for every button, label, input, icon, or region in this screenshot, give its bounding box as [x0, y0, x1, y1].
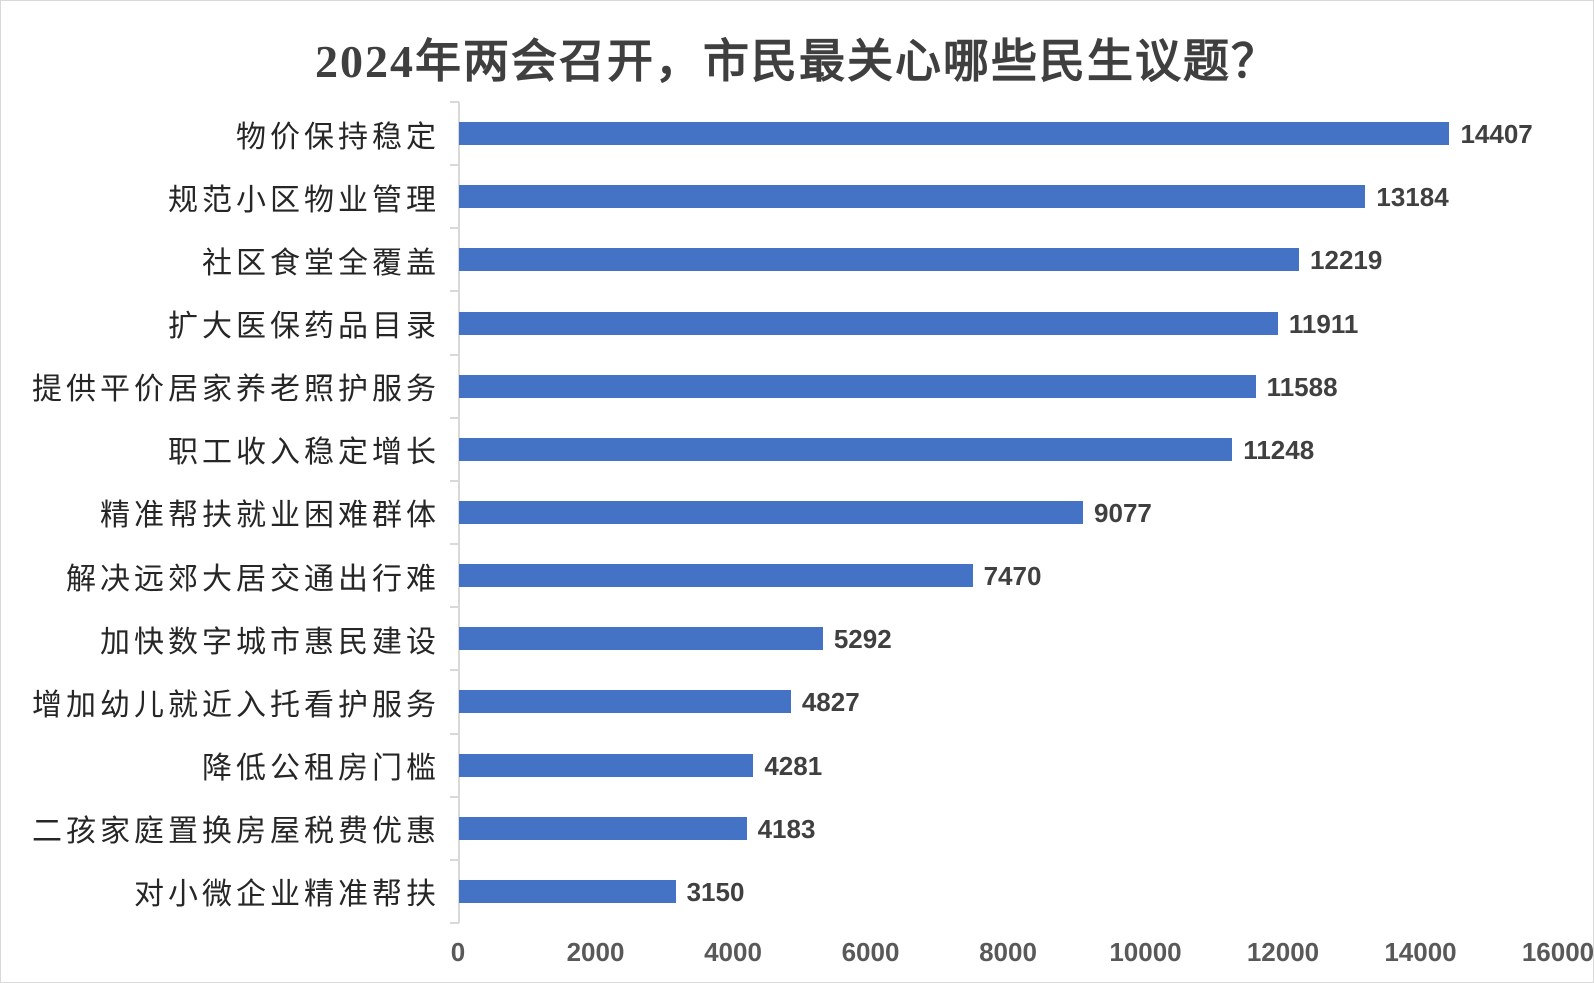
value-label: 11248 — [1243, 434, 1315, 465]
value-label: 13184 — [1376, 182, 1449, 213]
category-label: 职工收入稳定增长 — [168, 436, 440, 470]
value-label: 7470 — [983, 561, 1042, 592]
bar — [459, 501, 1084, 524]
x-axis-tick-label: 14000 — [1384, 937, 1457, 967]
bar — [459, 248, 1300, 272]
x-axis-tick-label: 4000 — [704, 937, 762, 967]
axis-tick — [450, 606, 459, 609]
x-axis-tick-label: 16000 — [1521, 937, 1594, 967]
bar — [459, 690, 791, 714]
bar — [459, 374, 1256, 398]
category-label: 增加幼儿就近入托看护服务 — [32, 688, 440, 722]
value-label: 3150 — [686, 876, 745, 907]
x-axis-tick-label: 10000 — [1109, 937, 1182, 967]
x-axis-tick-label: 8000 — [979, 937, 1037, 967]
bar — [459, 185, 1366, 209]
axis-tick — [450, 164, 459, 167]
axis-tick — [450, 416, 459, 419]
axis-tick — [450, 922, 459, 924]
x-axis-tick-label: 12000 — [1246, 937, 1320, 967]
bar — [459, 122, 1450, 146]
value-label: 4183 — [757, 813, 816, 844]
bar — [459, 564, 973, 588]
bar — [459, 627, 823, 651]
bar — [459, 753, 754, 777]
bar — [459, 816, 747, 840]
chart-title: 2024年两会召开，市民最关心哪些民生议题？ — [315, 36, 1279, 87]
value-label: 9077 — [1094, 498, 1152, 528]
category-label: 对小微企业精准帮扶 — [134, 878, 440, 912]
axis-tick — [450, 353, 459, 356]
value-label: 11911 — [1288, 308, 1359, 339]
bar — [459, 311, 1278, 335]
category-label: 提供平价居家养老照护服务 — [32, 373, 440, 407]
bar — [459, 879, 676, 903]
value-label: 12219 — [1310, 245, 1383, 276]
category-label: 二孩家庭置换房屋税费优惠 — [32, 815, 440, 849]
category-label: 规范小区物业管理 — [168, 183, 440, 217]
category-label: 降低公租房门槛 — [202, 752, 440, 786]
category-label: 社区食堂全覆盖 — [202, 246, 440, 280]
axis-tick — [450, 227, 459, 230]
axis-tick — [450, 732, 459, 735]
x-axis-tick-label: 2000 — [566, 937, 625, 967]
axis-tick — [450, 858, 459, 861]
value-label: 11588 — [1266, 371, 1338, 402]
category-label: 扩大医保药品目录 — [168, 310, 440, 344]
axis-tick — [450, 290, 459, 293]
category-label: 解决远郊大居交通出行难 — [66, 562, 440, 596]
value-label: 5292 — [833, 624, 892, 655]
category-label: 物价保持稳定 — [236, 120, 440, 154]
value-label: 4281 — [764, 750, 823, 781]
axis-tick — [450, 669, 459, 672]
value-label: 4827 — [801, 687, 860, 718]
value-label: 14407 — [1460, 119, 1533, 150]
bar — [459, 437, 1233, 461]
category-label: 加快数字城市惠民建设 — [100, 625, 440, 659]
axis-tick — [450, 795, 459, 798]
axis-tick — [450, 101, 459, 103]
axis-tick — [450, 479, 459, 482]
x-axis-tick-label: 0 — [450, 937, 466, 967]
axis-tick — [450, 543, 459, 546]
category-label: 精准帮扶就业困难群体 — [100, 499, 440, 533]
x-axis-tick-label: 6000 — [841, 937, 900, 967]
